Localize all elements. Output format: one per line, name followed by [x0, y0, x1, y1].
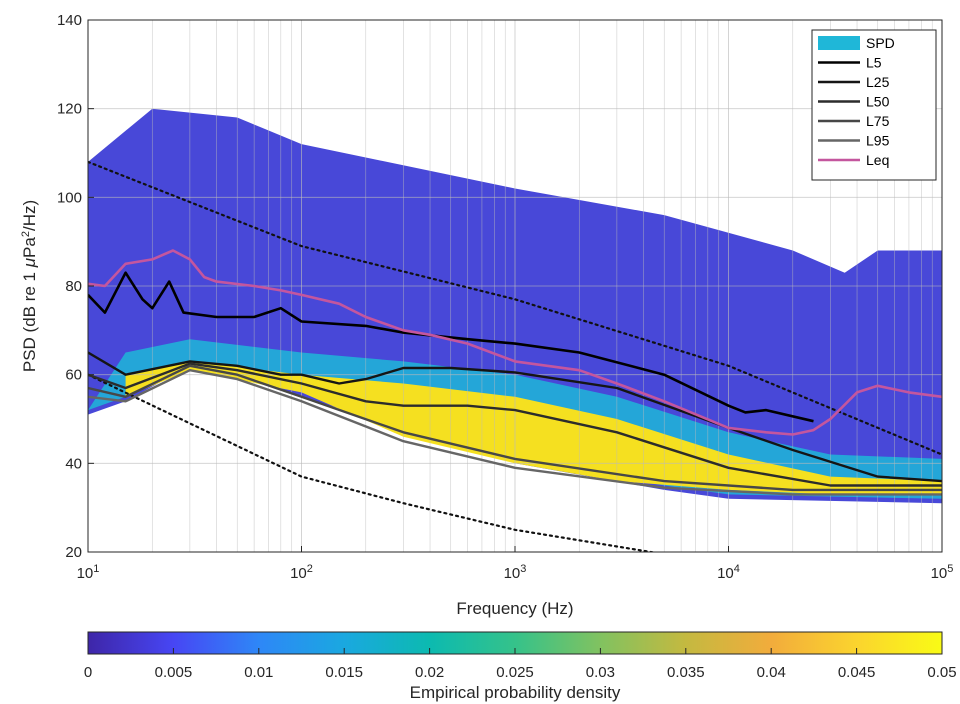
colorbar-tick-label: 0: [84, 664, 92, 681]
legend-label: L5: [866, 55, 882, 71]
series-l75: [88, 364, 942, 492]
reference-line-1: [88, 160, 942, 456]
y-tick-labels: 20 40 60 80 100 120 140: [57, 12, 94, 561]
colorbar: 0 0.005 0.01 0.015 0.02 0.025 0.03 0.035 0.04 0.0…: [84, 631, 957, 702]
x-tick-label: 103: [504, 563, 527, 582]
legend-box: [811, 29, 937, 181]
colorbar-tick-label: 0.005: [155, 664, 193, 681]
legend-item-l75: L75: [818, 113, 890, 129]
grid-layer: [88, 20, 942, 552]
colorbar-tick-label: 0.01: [244, 664, 273, 681]
colorbar-tick-label: 0.04: [757, 664, 786, 681]
legend-label: L95: [866, 133, 890, 149]
series-l50: [88, 362, 942, 487]
y-axis-title: PSD (dB re 1 μPa2/Hz): [20, 200, 39, 372]
legend-item-l95: L95: [818, 133, 890, 149]
x-tick-labels: 101 102 103 104 105: [77, 546, 954, 582]
series-l95: [88, 369, 942, 496]
y-tick-label: 20: [65, 544, 82, 561]
series-lines: [88, 249, 942, 496]
y-tick-label: 120: [57, 101, 82, 118]
x-tick-label: 104: [717, 563, 740, 582]
plot-area: [87, 19, 943, 553]
legend-item-spd: SPD: [818, 35, 895, 51]
x-tick-label: 101: [77, 563, 100, 582]
colorbar-tick-label: 0.05: [927, 664, 956, 681]
legend-label: L75: [866, 113, 890, 129]
legend-swatch: [818, 36, 860, 50]
legend-label: L50: [866, 94, 890, 110]
spd-high-density-region: [125, 361, 942, 495]
legend-label: Leq: [866, 152, 889, 168]
colorbar-tick-label: 0.02: [415, 664, 444, 681]
legend: SPD L5 L25 L50 L75 L95 Leq: [811, 29, 937, 181]
colorbar-tick-label: 0.045: [838, 664, 876, 681]
series-leq: [88, 249, 942, 436]
colorbar-tick-label: 0.035: [667, 664, 705, 681]
legend-item-leq: Leq: [818, 152, 889, 168]
reference-lines: [88, 160, 942, 552]
legend-item-l5: L5: [818, 55, 882, 71]
y-tick-label: 100: [57, 189, 82, 206]
series-l5: [88, 271, 814, 423]
series-l25: [88, 351, 942, 483]
legend-label: L25: [866, 74, 890, 90]
legend-label: SPD: [866, 35, 895, 51]
colorbar-tick-label: 0.025: [496, 664, 534, 681]
reference-line-2: [88, 373, 658, 552]
legend-item-l50: L50: [818, 94, 890, 110]
x-tick-label: 102: [290, 563, 313, 582]
legend-item-l25: L25: [818, 74, 890, 90]
x-tick-label: 105: [931, 563, 954, 582]
y-tick-label: 60: [65, 367, 82, 384]
y-tick-label: 140: [57, 12, 82, 29]
colorbar-tick-label: 0.03: [586, 664, 615, 681]
colorbar-tick-label: 0.015: [325, 664, 363, 681]
x-axis-title: Frequency (Hz): [456, 599, 573, 618]
y-tick-label: 40: [65, 455, 82, 472]
y-tick-label: 80: [65, 278, 82, 295]
colorbar-label: Empirical probability density: [410, 683, 621, 702]
